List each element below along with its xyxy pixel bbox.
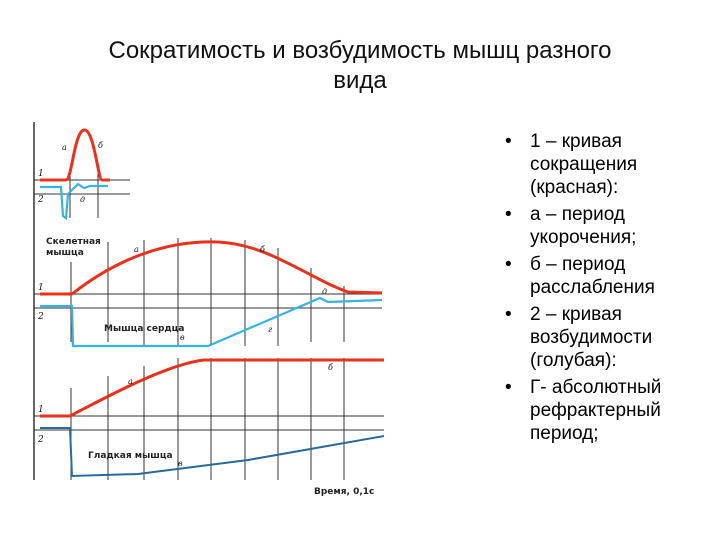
bullet-item: • а – период укорочения; [500, 203, 710, 249]
bullet-item: • 1 – кривая сокращения (красная): [500, 130, 710, 199]
bullet-text: б – период расслабления [530, 254, 655, 298]
heart-label-supernormal: д [322, 287, 327, 296]
smooth-label-relaxation: б [328, 363, 333, 372]
bullet-dot-icon: • [505, 131, 512, 152]
heart-excitability-curve [40, 296, 383, 348]
bullet-text: а – период укорочения; [530, 204, 637, 248]
bullet-dot-icon: • [505, 377, 512, 398]
heart-caption: Мышца сердца [104, 324, 184, 334]
slide-title: Сократимость и возбудимость мышц разного… [40, 36, 680, 96]
skeletal-label-relaxation: б [98, 141, 103, 150]
heart-curve-number-2: 2 [37, 312, 44, 322]
skeletal-caption-line-1: Скелетная [46, 237, 101, 247]
heart-contraction-curve [40, 240, 383, 296]
heart-label-shortening: а [134, 245, 139, 254]
slide-title-line-1: Сократимость и возбудимость мышц разного [108, 37, 612, 64]
smooth-label-shortening: а [128, 377, 133, 386]
skeletal-label-shortening: а [62, 143, 67, 152]
skeletal-contraction-curve [40, 128, 110, 182]
bullet-text: 1 – кривая сокращения (красная): [530, 131, 638, 198]
slide-title-line-2: вида [333, 67, 387, 94]
skeletal-curve-number-2: 2 [37, 195, 44, 205]
smooth-excitability-curve [40, 427, 385, 478]
skeletal-excitability-curve [40, 182, 108, 220]
muscle-curves-svg: 1 2 а б д Скелетная мышца 1 2 а б [33, 122, 385, 497]
smooth-curve-number-2: 2 [37, 435, 44, 445]
smooth-curve-number-1: 1 [38, 405, 44, 415]
bullet-list: • 1 – кривая сокращения (красная): • а – п… [500, 130, 710, 449]
skeletal-label-supernormal: д [80, 195, 85, 204]
bullet-dot-icon: • [505, 204, 512, 225]
bullet-item: • 2 – кривая возбудимости (голубая): [500, 303, 710, 372]
skeletal-curve-number-1: 1 [38, 169, 44, 179]
bullet-item: • б – период расслабления [500, 253, 710, 299]
muscle-curves-figure: 1 2 а б д Скелетная мышца 1 2 а б [28, 118, 398, 498]
smooth-label-absolute: в [178, 459, 183, 468]
heart-label-relative: г [268, 325, 272, 334]
bullet-dot-icon: • [505, 304, 512, 325]
skeletal-muscle-panel: 1 2 а б д Скелетная мышца [34, 128, 130, 258]
skeletal-caption-line-2: мышца [46, 248, 84, 258]
bullet-dot-icon: • [505, 254, 512, 275]
smooth-caption: Гладкая мышца [88, 451, 173, 461]
bullet-text: Г- абсолютный рефрактерный период; [530, 377, 662, 444]
bullet-text: 2 – кривая возбудимости (голубая): [530, 304, 653, 371]
smooth-muscle-panel: 1 2 а б в Гладкая мышца Время, 0,1с [34, 358, 385, 497]
heart-curve-number-1: 1 [38, 283, 44, 293]
heart-muscle-panel: 1 2 а б в г д Мышца сердца [34, 238, 383, 348]
heart-label-relaxation: б [260, 245, 265, 254]
smooth-contraction-curve [40, 358, 384, 418]
heart-label-absolute: в [180, 333, 185, 342]
time-axis-label: Время, 0,1с [314, 487, 374, 497]
bullet-item: • Г- абсолютный рефрактерный период; [500, 376, 710, 445]
